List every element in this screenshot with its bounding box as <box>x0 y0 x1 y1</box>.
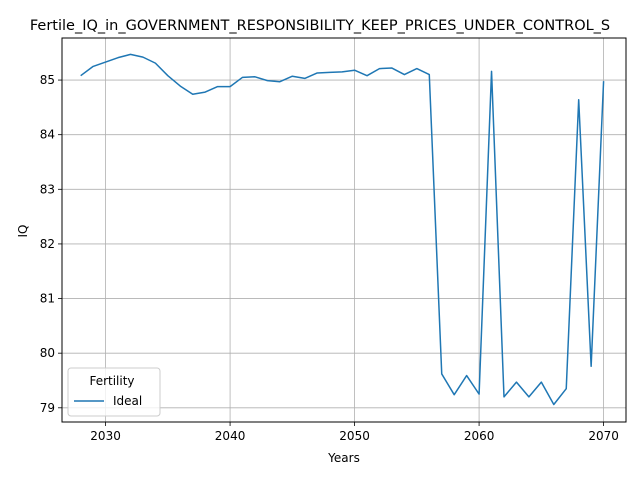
data-point <box>205 92 206 93</box>
y-tick-label: 80 <box>40 346 55 360</box>
y-axis-label: IQ <box>16 225 30 238</box>
data-point <box>142 57 143 58</box>
data-point <box>304 78 305 79</box>
data-point <box>130 54 131 55</box>
data-point <box>192 94 193 95</box>
data-point <box>578 99 579 100</box>
data-point <box>93 66 94 67</box>
data-point <box>516 382 517 383</box>
y-tick-label: 85 <box>40 73 55 87</box>
data-point <box>329 72 330 73</box>
grid-lines <box>62 38 626 422</box>
y-tick-label: 81 <box>40 292 55 306</box>
data-point <box>292 76 293 77</box>
data-point <box>466 375 467 376</box>
data-point <box>279 81 280 82</box>
legend-entry-label: Ideal <box>113 394 142 408</box>
data-point <box>217 86 218 87</box>
data-point <box>342 71 343 72</box>
data-point <box>167 75 168 76</box>
series-line-ideal <box>80 53 605 406</box>
legend: Fertility Ideal <box>67 367 161 417</box>
data-point <box>454 394 455 395</box>
data-point <box>528 396 529 397</box>
data-point <box>391 68 392 69</box>
data-point <box>479 394 480 395</box>
y-tick-label: 83 <box>40 182 55 196</box>
data-point <box>155 63 156 64</box>
plot-area <box>61 37 627 423</box>
data-point <box>180 86 181 87</box>
data-point <box>230 86 231 87</box>
chart-title: Fertile_IQ_in_GOVERNMENT_RESPONSIBILITY_… <box>30 18 610 34</box>
data-point <box>379 68 380 69</box>
data-point <box>317 72 318 73</box>
data-point <box>354 70 355 71</box>
data-point <box>603 81 604 82</box>
data-point <box>441 373 442 374</box>
data-point <box>491 71 492 72</box>
data-point <box>553 404 554 405</box>
legend-box <box>67 367 161 417</box>
data-point <box>566 388 567 389</box>
legend-title: Fertility <box>89 374 134 388</box>
data-point <box>242 77 243 78</box>
y-tick-label: 82 <box>40 237 55 251</box>
x-axis-ticks: 2030 2040 2050 2060 2070 <box>90 422 619 443</box>
data-point <box>416 68 417 69</box>
data-point <box>267 80 268 81</box>
data-point <box>591 366 592 367</box>
x-tick-label: 2070 <box>588 429 619 443</box>
y-axis-ticks: 79 80 81 82 83 84 85 <box>40 73 62 415</box>
data-point <box>254 76 255 77</box>
data-point <box>105 62 106 63</box>
x-axis-label: Years <box>327 451 360 465</box>
data-point <box>404 74 405 75</box>
x-tick-label: 2060 <box>464 429 495 443</box>
data-point <box>367 75 368 76</box>
data-point <box>429 74 430 75</box>
data-point <box>80 75 81 76</box>
y-tick-label: 84 <box>40 128 55 142</box>
x-tick-label: 2040 <box>215 429 246 443</box>
y-tick-label: 79 <box>40 401 55 415</box>
x-tick-label: 2050 <box>339 429 370 443</box>
x-tick-label: 2030 <box>90 429 121 443</box>
series-layer <box>80 53 605 406</box>
data-point <box>541 382 542 383</box>
data-point <box>118 57 119 58</box>
data-point <box>503 396 504 397</box>
